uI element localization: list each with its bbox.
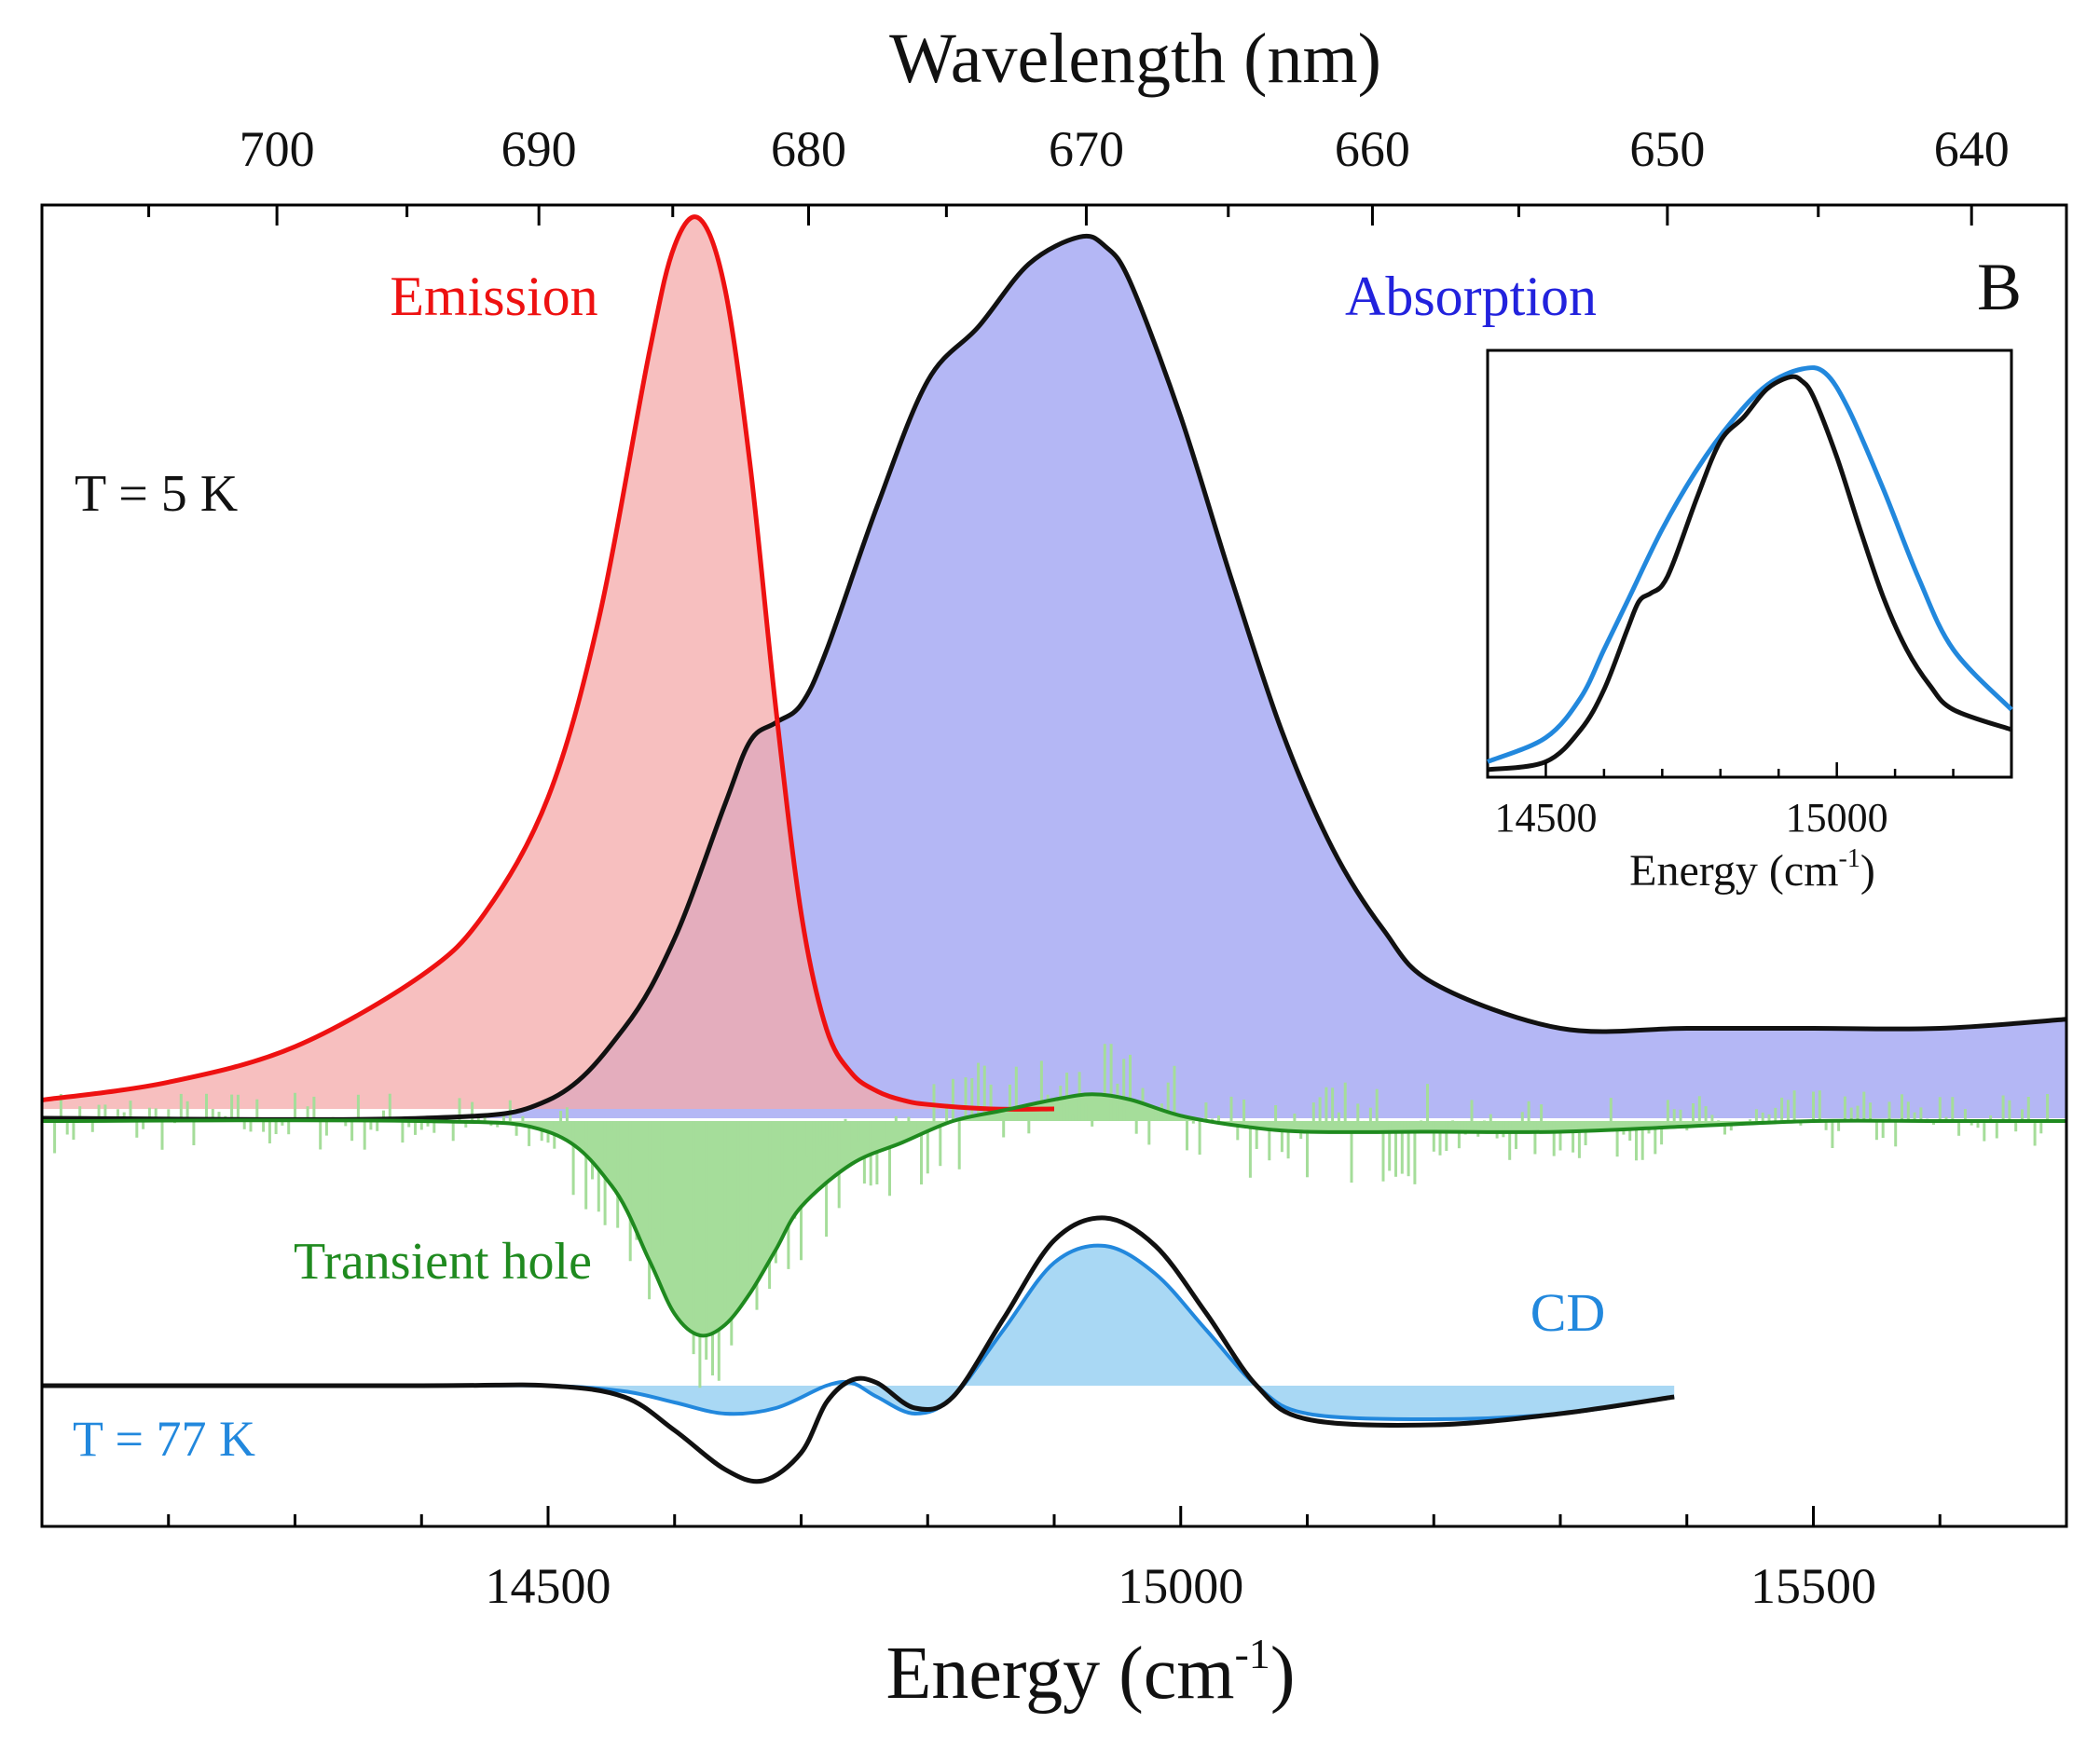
- x-top-tick-label: 660: [1335, 121, 1410, 177]
- inset-absorption-blue-line: [1487, 365, 2013, 764]
- x-top-title: Wavelength (nm): [889, 20, 1381, 98]
- cd-line-black: [42, 1215, 1675, 1484]
- transient-hole-label: Transient hole: [294, 1233, 592, 1291]
- inset-panel: 14500 15000 Energy (cm-1): [1486, 349, 2013, 896]
- emission-line: [41, 214, 1055, 1112]
- x-top-tick-label: 680: [771, 121, 846, 177]
- panel-label: B: [1977, 250, 2022, 324]
- inset-series: [1487, 365, 2013, 773]
- inset-frame: [1486, 349, 2013, 779]
- x-top-tick-label: 670: [1049, 121, 1124, 177]
- series-lines: [41, 214, 2067, 1484]
- inset-ticks: 14500 15000: [1486, 762, 2013, 841]
- absorption-fill: [42, 236, 2066, 1120]
- inset-tick-label: 14500: [1494, 795, 1597, 841]
- x-bottom-tick-label: 14500: [486, 1558, 611, 1614]
- x-bottom-tick-label: 15000: [1118, 1558, 1243, 1614]
- x-bottom-title-main: Energy (cm: [886, 1633, 1235, 1715]
- x-bottom-title: Energy (cm-1): [886, 1630, 1296, 1715]
- x-bottom-tick-label: 15500: [1750, 1558, 1876, 1614]
- x-bottom-title-sup: -1: [1234, 1630, 1270, 1677]
- inset-x-title: Energy (cm-1): [1629, 844, 1875, 896]
- emission-label: Emission: [390, 266, 597, 327]
- inset-absorption-black-line: [1487, 374, 2012, 773]
- cd-fill: [42, 1245, 1675, 1419]
- inset-x-title-sup: -1: [1839, 844, 1860, 873]
- inset-x-title-main: Energy (cm: [1629, 846, 1838, 896]
- emission-fill: [42, 216, 1054, 1110]
- x-top-tick-label: 700: [240, 121, 315, 177]
- temperature-5k-label: T = 5 K: [75, 465, 238, 523]
- absorption-label: Absorption: [1345, 266, 1597, 327]
- inset-x-title-close: ): [1860, 846, 1875, 896]
- absorption-line: [41, 233, 2067, 1122]
- series-fills: [42, 216, 2066, 1419]
- inset-tick-label: 15000: [1786, 795, 1888, 841]
- axis-ticks: 14500 15000 15500 700 690 680 670 660 650 640: [147, 121, 2010, 1614]
- transient-hole-line: [41, 1092, 2066, 1338]
- x-top-tick-label: 640: [1934, 121, 2010, 177]
- x-top-tick-label: 690: [501, 121, 577, 177]
- x-bottom-title-close: ): [1270, 1633, 1296, 1715]
- temperature-77k-label: T = 77 K: [73, 1411, 255, 1467]
- x-top-tick-label: 650: [1629, 121, 1705, 177]
- cd-label: CD: [1530, 1282, 1606, 1343]
